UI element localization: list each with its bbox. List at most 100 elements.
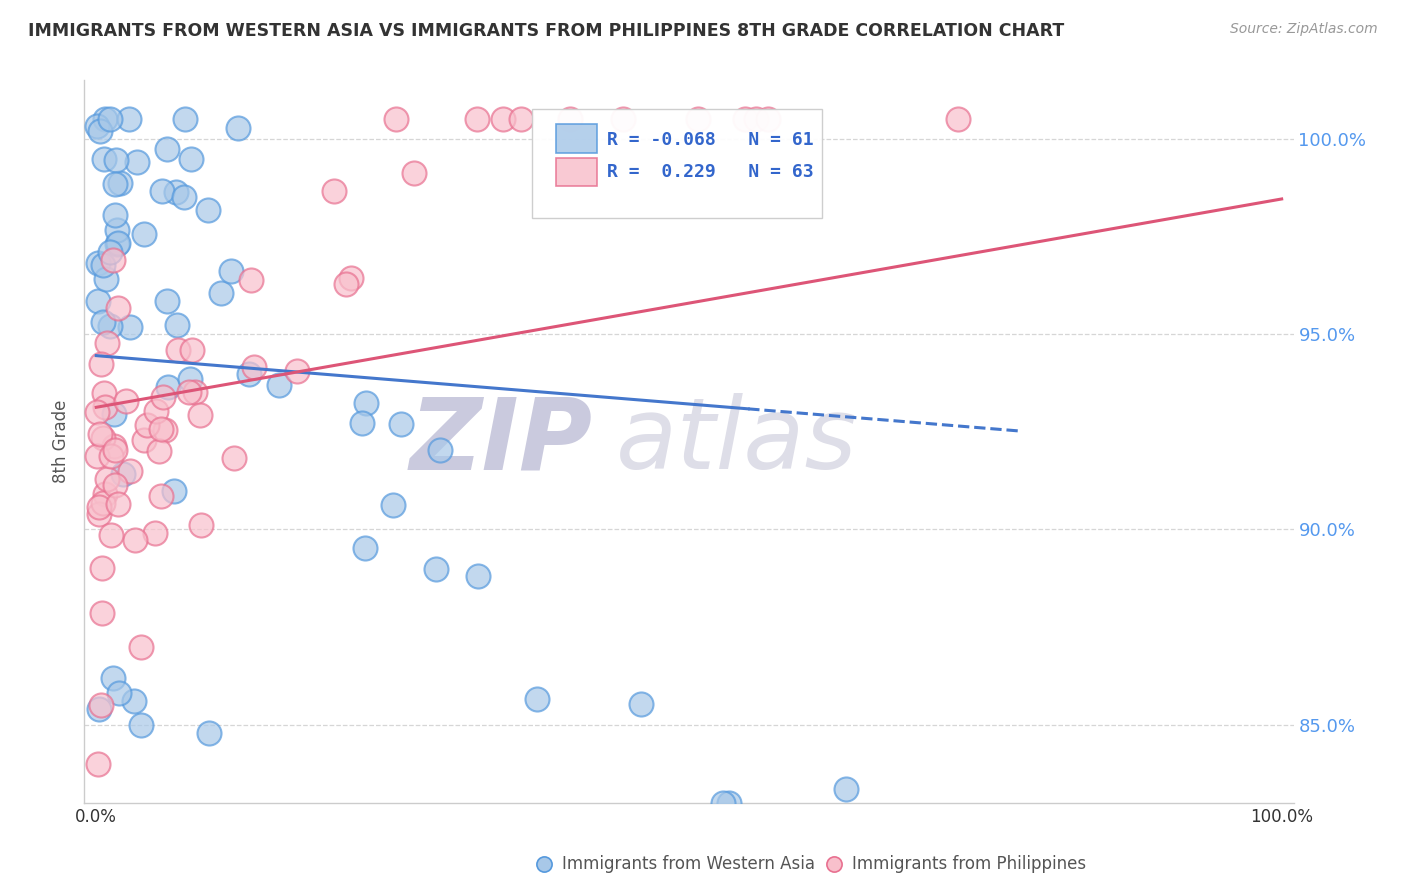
Text: atlas: atlas bbox=[616, 393, 858, 490]
Point bbox=[94, 112, 117, 127]
Point bbox=[173, 190, 195, 204]
Point bbox=[90, 561, 112, 575]
Point bbox=[86, 404, 108, 418]
Point bbox=[124, 694, 146, 708]
Point bbox=[238, 367, 260, 381]
Point bbox=[103, 439, 125, 453]
Point bbox=[356, 396, 378, 410]
Point bbox=[90, 357, 112, 371]
Text: R = -0.068   N = 61: R = -0.068 N = 61 bbox=[607, 131, 813, 149]
Point bbox=[688, 112, 710, 127]
Point bbox=[389, 417, 412, 431]
Point bbox=[87, 500, 110, 515]
Point bbox=[90, 698, 112, 713]
Y-axis label: 8th Grade: 8th Grade bbox=[52, 400, 70, 483]
Point bbox=[165, 185, 187, 199]
Point bbox=[112, 467, 135, 481]
Point bbox=[124, 533, 146, 547]
Point bbox=[197, 202, 219, 217]
Point bbox=[100, 528, 122, 542]
Point bbox=[90, 606, 112, 620]
FancyBboxPatch shape bbox=[531, 109, 823, 218]
Point bbox=[93, 152, 115, 166]
Point bbox=[190, 408, 212, 422]
Point bbox=[93, 385, 115, 400]
Point bbox=[467, 569, 489, 583]
Point bbox=[86, 756, 108, 771]
Point bbox=[509, 112, 531, 127]
Text: Source: ZipAtlas.com: Source: ZipAtlas.com bbox=[1230, 22, 1378, 37]
Point bbox=[834, 781, 856, 796]
Point bbox=[129, 717, 152, 731]
Point bbox=[425, 562, 447, 576]
Point bbox=[145, 525, 167, 540]
Point bbox=[352, 416, 374, 430]
Point bbox=[242, 360, 264, 375]
Point bbox=[179, 385, 201, 400]
Point bbox=[285, 363, 308, 377]
Point bbox=[101, 253, 124, 268]
Point bbox=[104, 177, 127, 191]
Point bbox=[104, 208, 127, 222]
Point bbox=[167, 343, 190, 357]
Point bbox=[132, 433, 155, 447]
Point bbox=[108, 176, 131, 190]
Point bbox=[190, 517, 212, 532]
Point bbox=[184, 384, 207, 399]
Point bbox=[180, 343, 202, 358]
Point bbox=[402, 166, 425, 180]
Point bbox=[492, 112, 515, 127]
Point bbox=[91, 258, 114, 272]
Point bbox=[107, 235, 129, 250]
Point bbox=[134, 227, 156, 242]
Point bbox=[630, 697, 652, 711]
Point bbox=[87, 294, 110, 309]
Point bbox=[382, 498, 405, 512]
Point bbox=[149, 489, 172, 503]
Point bbox=[156, 142, 179, 156]
Point bbox=[157, 380, 180, 394]
Point bbox=[103, 478, 125, 492]
Point bbox=[174, 112, 197, 127]
Point bbox=[89, 124, 111, 138]
Point bbox=[267, 378, 290, 392]
Point bbox=[948, 112, 970, 127]
Point bbox=[118, 320, 141, 334]
Point bbox=[98, 112, 121, 127]
Point bbox=[163, 483, 186, 498]
Point bbox=[96, 336, 118, 351]
Text: R =  0.229   N = 63: R = 0.229 N = 63 bbox=[607, 163, 813, 181]
Point bbox=[91, 496, 114, 510]
Text: IMMIGRANTS FROM WESTERN ASIA VS IMMIGRANTS FROM PHILIPPINES 8TH GRADE CORRELATIO: IMMIGRANTS FROM WESTERN ASIA VS IMMIGRAN… bbox=[28, 22, 1064, 40]
Point bbox=[86, 119, 108, 133]
Point bbox=[240, 273, 263, 287]
Point bbox=[136, 418, 159, 433]
Point bbox=[150, 422, 173, 436]
Point bbox=[107, 497, 129, 511]
Point bbox=[104, 443, 127, 458]
Point bbox=[86, 449, 108, 463]
Point bbox=[222, 451, 245, 466]
Point bbox=[152, 184, 174, 198]
Point bbox=[145, 403, 167, 417]
FancyBboxPatch shape bbox=[555, 124, 598, 153]
Point bbox=[98, 245, 121, 260]
Point bbox=[103, 407, 125, 421]
Point bbox=[129, 640, 152, 654]
Text: ZIP: ZIP bbox=[409, 393, 592, 490]
Point bbox=[228, 120, 250, 135]
Point bbox=[127, 155, 149, 169]
Point bbox=[87, 507, 110, 521]
Point bbox=[120, 464, 142, 478]
Point bbox=[105, 153, 128, 167]
Point bbox=[526, 692, 548, 706]
Point bbox=[148, 443, 170, 458]
Point bbox=[87, 702, 110, 716]
Point bbox=[166, 318, 188, 332]
Point bbox=[322, 184, 344, 198]
Point bbox=[209, 286, 232, 301]
Point bbox=[179, 372, 201, 386]
Point bbox=[180, 152, 202, 166]
Point bbox=[115, 393, 138, 408]
Point bbox=[91, 315, 114, 329]
